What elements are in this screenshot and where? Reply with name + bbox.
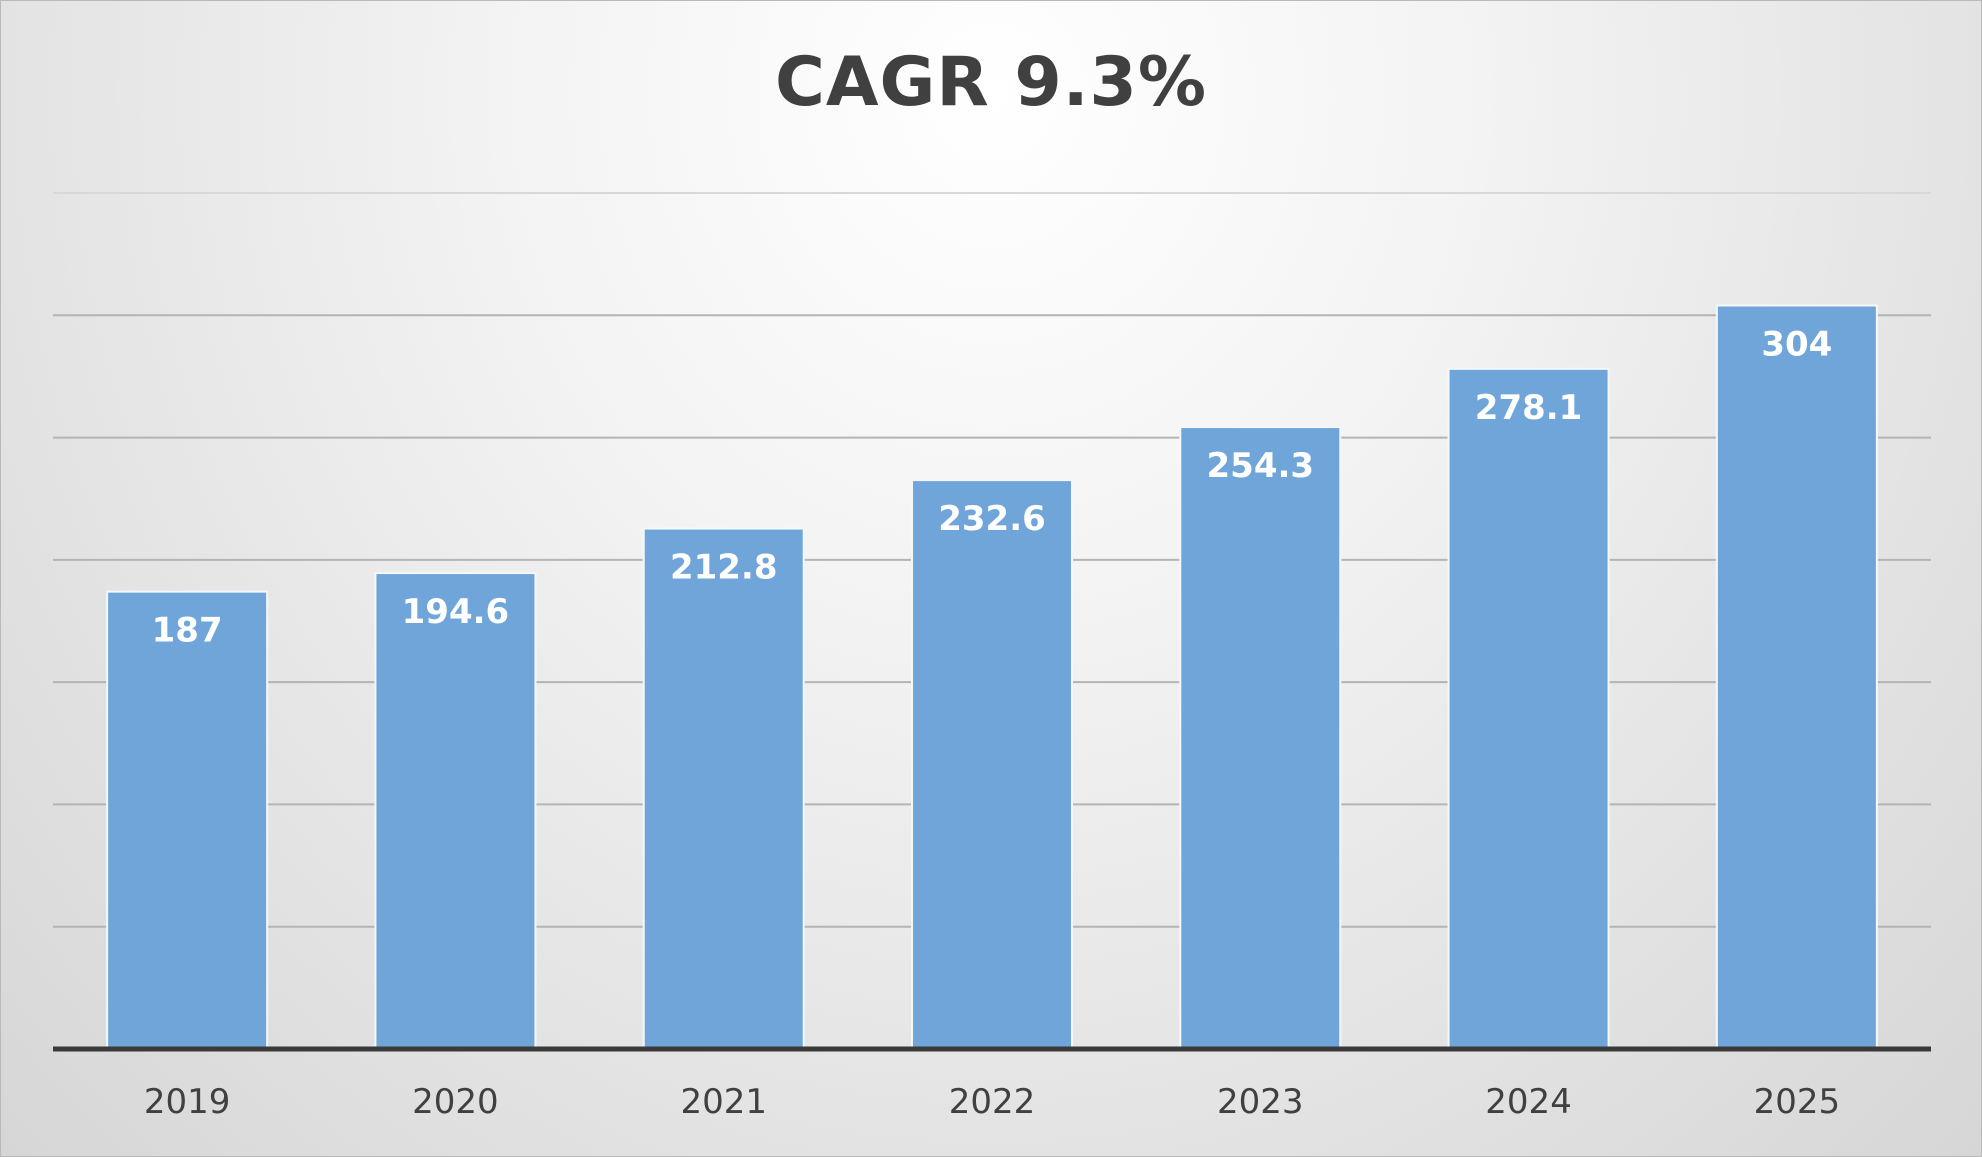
x-axis: 2019 2020 2021 2022 2023 2024 2025	[53, 1046, 1931, 1122]
x-tick-label-2023: 2023	[1217, 1082, 1304, 1122]
bar-2020	[374, 572, 537, 1051]
x-tick-label-2020: 2020	[412, 1082, 499, 1122]
x-tick-label-2021: 2021	[680, 1082, 767, 1122]
bar-2022	[911, 479, 1073, 1051]
bar-2024	[1447, 367, 1610, 1050]
chart-title: CAGR 9.3%	[775, 43, 1207, 122]
data-label-2025: 304	[1761, 325, 1832, 365]
x-tick-label-2019: 2019	[144, 1082, 231, 1122]
x-tick-label-2022: 2022	[949, 1082, 1036, 1122]
x-tick-label-2025: 2025	[1754, 1082, 1841, 1122]
bar-2019	[106, 590, 269, 1050]
data-label-2024: 278.1	[1475, 388, 1583, 428]
data-labels: 187 194.6 212.8 232.6 254.3 278.1 304	[152, 325, 1833, 651]
x-tick-label-2024: 2024	[1485, 1082, 1572, 1122]
bar-2021	[642, 527, 805, 1050]
data-label-2019: 187	[152, 611, 223, 651]
bars	[106, 304, 1878, 1051]
data-label-2022: 232.6	[938, 499, 1046, 539]
data-label-2021: 212.8	[670, 548, 778, 588]
data-label-2020: 194.6	[402, 592, 510, 632]
bar-2025	[1715, 304, 1878, 1050]
data-label-2023: 254.3	[1207, 446, 1315, 486]
bar-2023	[1179, 426, 1342, 1050]
